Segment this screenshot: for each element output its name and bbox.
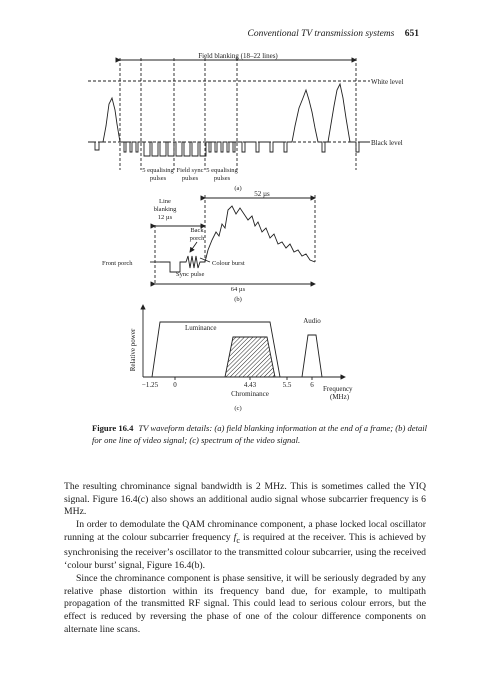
figure-caption: Figure 16.4 TV waveform details: (a) fiel… [92, 422, 432, 446]
eq-pulses-label-2: 5 equalising [206, 167, 238, 174]
panel-a-label: (a) [234, 185, 241, 192]
tick-label-0: 0 [173, 381, 177, 389]
tick-label-minus-125: −1.25 [142, 381, 159, 389]
field-sync-label-b: pulses [182, 175, 199, 182]
paragraph-2-part-b: is required at the receiver. This is ach… [64, 531, 426, 572]
figure-16-4: Field blanking (18–22 lines) White level… [88, 52, 404, 412]
audio-label: Audio [303, 317, 321, 325]
line-blanking-label-3: 12 µs [158, 214, 173, 221]
duration-52-label: 52 µs [254, 190, 270, 198]
tick-label-55: 5.5 [283, 381, 292, 389]
y-axis-label: Relative power [129, 328, 137, 371]
line-blanking-label-1: Line [159, 198, 171, 205]
colour-burst-label: Colour burst [212, 260, 245, 267]
panel-b [150, 195, 316, 287]
body-text: The resulting chrominance signal bandwid… [64, 481, 426, 636]
x-axis-label-2: (MHz) [330, 393, 350, 401]
front-porch-label: Front porch [102, 260, 133, 267]
white-level-label: White level [371, 78, 404, 86]
tick-label-443: 4.43 [244, 381, 257, 389]
panel-b-label: (b) [234, 296, 242, 303]
fc-subscript: c [236, 535, 240, 545]
running-head: Conventional TV transmission systems 651 [248, 29, 419, 39]
colour-burst-pointer [199, 257, 211, 263]
back-porch-label-2: porch [190, 235, 206, 242]
eq-pulses-label-2b: pulses [214, 175, 231, 182]
eq-pulses-label-1: 5 equalising [142, 167, 174, 174]
panel-c [140, 304, 346, 380]
panel-a [88, 57, 370, 170]
back-porch-pointer [189, 241, 198, 253]
field-blanking-label: Field blanking (18–22 lines) [198, 52, 278, 60]
waveform-a [88, 82, 370, 157]
paragraph-2: In order to demodulate the QAM chrominan… [64, 519, 426, 573]
caption-label: Figure 16.4 [92, 423, 134, 433]
field-sync-label: Field sync [177, 167, 204, 174]
duration-64-label: 64 µs [231, 286, 246, 293]
sync-pulse-label: Sync pulse [176, 271, 204, 278]
paragraph-1: The resulting chrominance signal bandwid… [64, 481, 426, 518]
running-head-title: Conventional TV transmission systems [247, 29, 395, 39]
back-porch-label-1: Back [190, 227, 204, 234]
paragraph-3: Since the chrominance component is phase… [64, 572, 426, 635]
x-axis-label-1: Frequency [323, 385, 353, 393]
caption-text: TV waveform details: (a) field blanking … [92, 423, 428, 445]
line-blanking-label-2: blanking [154, 206, 177, 213]
black-level-label: Black level [371, 139, 403, 147]
paragraph-2-part-a: In order to demodulate the QAM chrominan… [64, 519, 426, 543]
luminance-label: Luminance [185, 324, 217, 332]
audio-band [301, 334, 323, 378]
luminance-band [151, 321, 281, 378]
waveform-b [160, 205, 316, 273]
fc-symbol: f [233, 531, 237, 543]
tick-label-6: 6 [310, 381, 314, 389]
eq-pulses-label-1b: pulses [150, 175, 167, 182]
panel-c-label: (c) [234, 405, 241, 412]
chrominance-band [224, 336, 276, 378]
page-number: 651 [404, 29, 419, 39]
chrominance-label: Chrominance [231, 390, 269, 398]
